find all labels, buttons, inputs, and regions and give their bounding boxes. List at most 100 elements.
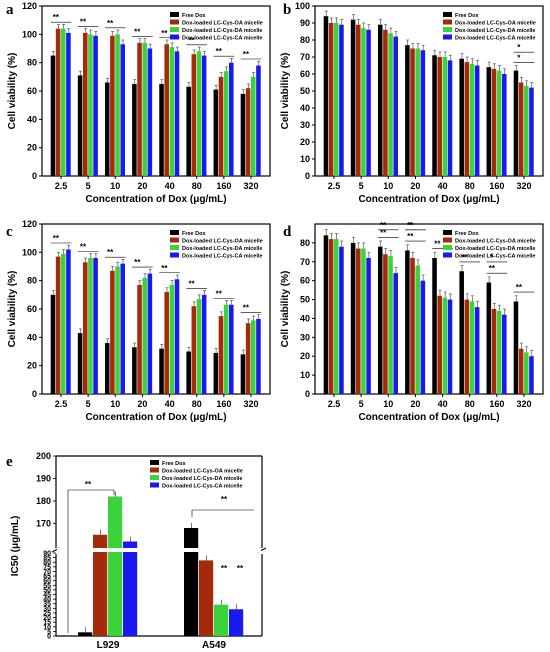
x-tick-label: 40 (438, 181, 448, 191)
bar-c-0-4 (159, 348, 164, 394)
bar-b-0-7 (513, 70, 519, 176)
bar-b-1-7 (518, 82, 524, 176)
legend-entry: Dox-loaded LC-Cys-OA micelle (182, 239, 263, 245)
bar-c-2-5 (196, 299, 202, 394)
bar-a-0-7 (240, 93, 246, 176)
bar-b-1-1 (355, 24, 361, 177)
legend-swatch (443, 237, 452, 243)
legend-swatch (443, 252, 452, 258)
x-tick-label: 40 (438, 399, 448, 409)
bar-b-0-6 (486, 67, 492, 176)
bar-b-2-3 (415, 48, 420, 176)
bar-c-2-6 (223, 304, 229, 394)
sig-label: ** (80, 17, 87, 26)
x-tick-label: 10 (383, 399, 393, 409)
bar-d-1-5 (464, 299, 470, 394)
sig-label: ** (188, 279, 195, 288)
y-tick-label: 20 (43, 615, 51, 622)
panel-a: a 0 20 40 60 80 100 120 2.5 5 10 20 40 80 160 320 ** ** **… (6, 1, 271, 205)
y-tick-label: 45 (43, 592, 51, 599)
bar-c-0-7 (240, 354, 246, 394)
y-tick-label: 40 (27, 114, 37, 124)
x-tick-label: 5 (86, 181, 91, 191)
bar-a-1-4 (164, 44, 169, 176)
sig-label: ** (53, 13, 60, 22)
bar-d-0-5 (459, 271, 464, 394)
legend-swatch (443, 245, 452, 250)
bar-a-3-5 (201, 55, 207, 177)
y-tick-label: 0 (32, 389, 37, 399)
bar-e-1-1 (199, 560, 214, 636)
sig-label: ** (80, 243, 87, 252)
legend-swatch (170, 34, 179, 40)
legend-entry: Dox-loaded LC-Cys-CA micelle (182, 254, 262, 260)
sig-label: ** (237, 564, 244, 573)
bar-c-1-1 (82, 262, 88, 394)
x-tick-label: 80 (192, 181, 202, 191)
sig-bracket (67, 489, 115, 633)
bar-c-2-2 (115, 266, 120, 394)
bar-d-0-2 (377, 246, 383, 394)
y-tick-label: 0 (32, 171, 37, 181)
y-axis-title: Cell viability (%) (280, 53, 291, 130)
y-tick-label: 85 (43, 555, 51, 562)
y-tick-label: 15 (43, 620, 51, 627)
y-tick-label: 0 (305, 389, 310, 399)
bar-b-0-2 (377, 24, 383, 177)
bar-a-0-2 (104, 82, 110, 176)
bar-e-1-0 (93, 534, 108, 636)
legend-entry: Dox-loaded LC-Cys-OA micelle (162, 469, 243, 475)
legend-swatch (170, 252, 179, 258)
y-tick-label: 10 (300, 370, 310, 380)
plot-frame (314, 223, 544, 395)
sig-label: ** (188, 36, 195, 45)
bar-c-2-3 (142, 277, 147, 394)
bar-c-1-6 (218, 316, 224, 394)
x-axis-title: Concentration of Dox (μg/mL) (85, 194, 226, 205)
x-tick-label: 320 (516, 399, 531, 409)
bar-b-2-6 (496, 70, 502, 176)
y-tick-label: 200 (36, 451, 51, 461)
bar-d-2-0 (334, 239, 339, 394)
legend-entry: Dox-loaded LC-Cys-OA micelle (182, 21, 263, 27)
y-tick-label: 20 (300, 351, 310, 361)
bar-d-1-0 (328, 239, 334, 394)
x-tick-label: 2.5 (328, 399, 341, 409)
x-tick-label: 10 (383, 181, 393, 191)
bar-c-1-2 (110, 270, 115, 394)
bar-e-2-1 (214, 604, 229, 636)
y-tick-label: 70 (43, 569, 51, 576)
bar-a-3-3 (147, 48, 153, 176)
bar-e-3-1 (229, 609, 244, 636)
bar-b-3-2 (393, 36, 398, 176)
y-tick-label: 70 (300, 257, 310, 267)
bar-d-1-7 (518, 348, 524, 394)
legend-entry: Free Dox (455, 13, 479, 19)
y-tick-label: 40 (43, 597, 51, 604)
bar-a-1-1 (82, 32, 88, 176)
legend-entry: Free Dox (182, 13, 206, 19)
bar-e-0-0 (78, 632, 93, 636)
legend-swatch (443, 12, 452, 17)
legend-entry: Dox-loaded LC-Cys-CA micelle (455, 36, 535, 42)
bar-c-0-1 (77, 333, 83, 394)
bar-c-2-4 (169, 284, 175, 394)
x-tick-label: 40 (165, 399, 175, 409)
bar-d-2-5 (469, 301, 475, 394)
x-category-label: A549 (202, 640, 226, 651)
y-tick-label: 10 (300, 154, 310, 164)
bar-break-band (57, 548, 261, 552)
bar-d-3-2 (393, 273, 398, 394)
legend-entry: Free Dox (182, 231, 206, 237)
sig-label: ** (107, 19, 114, 28)
x-tick-label: 20 (137, 181, 147, 191)
sig-label: ** (221, 564, 228, 573)
y-tick-label: 5 (47, 629, 51, 636)
x-tick-label: 320 (243, 181, 258, 191)
bar-a-1-6 (218, 76, 224, 176)
bar-a-1-2 (110, 35, 115, 176)
legend-swatch (170, 237, 179, 243)
y-tick-label: 50 (43, 587, 51, 594)
sig-bracket (191, 509, 254, 517)
